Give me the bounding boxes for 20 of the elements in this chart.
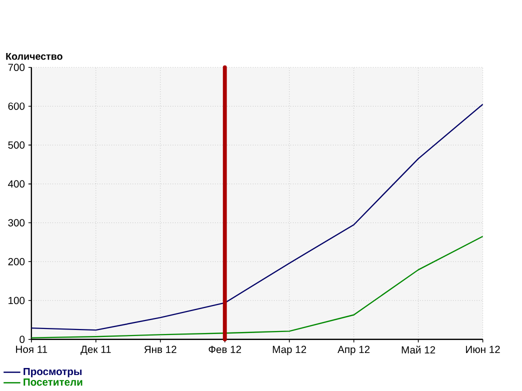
y-tick-label: 200 xyxy=(8,258,25,266)
y-axis-title: Количество xyxy=(6,52,62,60)
y-tick-label: 300 xyxy=(8,219,25,226)
line-series xyxy=(30,104,484,331)
x-tick-label: Ноя 11 xyxy=(16,346,48,353)
y-tick-label: 700 xyxy=(8,64,25,72)
x-tick-label: Янв 12 xyxy=(144,346,176,353)
y-tick-label: 100 xyxy=(8,296,25,304)
x-tick-label: Июн 12 xyxy=(466,346,500,354)
y-tick-label: 600 xyxy=(8,102,25,110)
x-tick-label: Фев 12 xyxy=(208,346,241,354)
x-tick-label: Май 12 xyxy=(402,346,436,354)
y-tick-label: 400 xyxy=(8,180,25,188)
x-tick-label: Дек 11 xyxy=(80,346,111,355)
y-tick-label: 500 xyxy=(8,141,25,149)
legend-label: Просмотры xyxy=(24,368,82,378)
legend-label: Посетители xyxy=(24,378,82,386)
y-tick-label: 0 xyxy=(20,336,25,344)
x-tick-label: Апр 12 xyxy=(338,346,370,356)
x-tick-label: Мар 12 xyxy=(272,346,306,356)
